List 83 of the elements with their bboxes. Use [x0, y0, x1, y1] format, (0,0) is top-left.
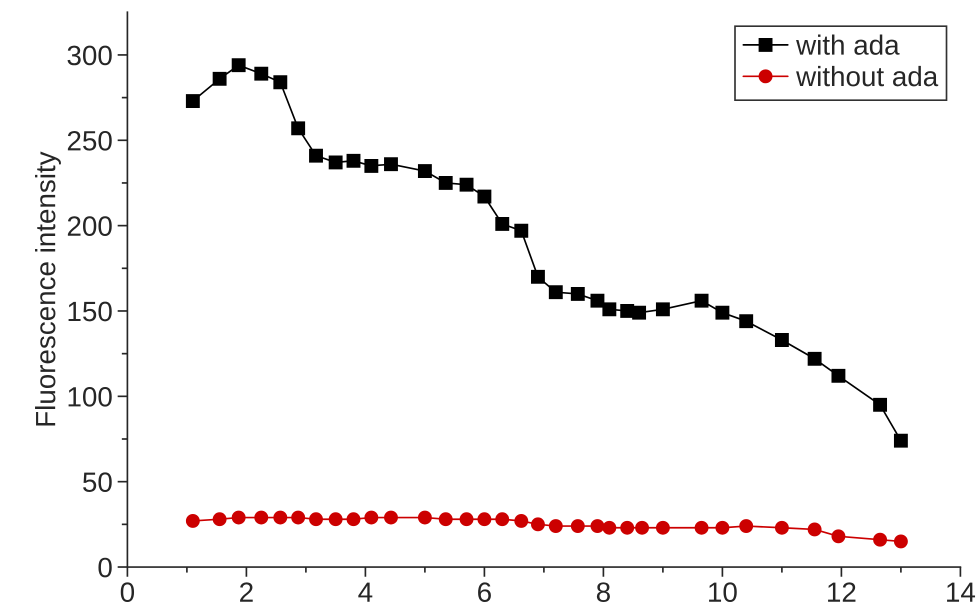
point: [477, 512, 492, 526]
point: [531, 270, 545, 284]
point: [894, 534, 908, 548]
point: [418, 164, 432, 178]
point: [632, 306, 646, 320]
point: [364, 510, 378, 524]
point: [894, 434, 908, 448]
x-tick-label: 6: [478, 582, 491, 602]
y-tick-label: 50: [83, 472, 112, 492]
point: [291, 121, 306, 136]
point: [232, 58, 246, 72]
y-tick-label: 250: [68, 130, 112, 151]
point: [694, 294, 709, 308]
point: [232, 510, 246, 524]
point: [254, 510, 268, 524]
y-tick-label: 100: [68, 386, 112, 407]
point: [254, 66, 268, 81]
point: [186, 94, 200, 108]
point: [715, 520, 730, 535]
point: [418, 510, 432, 524]
point: [328, 156, 343, 170]
point: [531, 517, 545, 532]
point: [346, 512, 360, 526]
x-tick-label: 8: [596, 582, 610, 602]
point: [460, 178, 474, 192]
y-tick-label: 0: [98, 558, 112, 578]
x-tick-label: 12: [828, 582, 856, 602]
point: [273, 510, 288, 524]
point: [212, 512, 227, 526]
point: [739, 314, 754, 328]
point: [514, 514, 528, 528]
point: [694, 520, 709, 535]
point: [460, 512, 474, 526]
point: [548, 285, 563, 300]
point: [808, 522, 822, 536]
point: [328, 512, 343, 526]
y-tick-label: 300: [68, 46, 112, 66]
point: [477, 190, 492, 204]
point: [438, 512, 453, 526]
point: [384, 510, 398, 524]
point: [831, 368, 846, 383]
point: [364, 158, 378, 173]
point: [570, 519, 585, 534]
point: [602, 302, 616, 316]
point: [590, 519, 604, 534]
point: [570, 286, 585, 301]
point: [715, 306, 730, 320]
point: [291, 510, 306, 524]
x-tick-label: 10: [709, 582, 737, 602]
point: [774, 520, 789, 535]
point: [774, 333, 789, 347]
legend-label: without ada: [796, 66, 938, 86]
point: [602, 520, 616, 535]
point: [514, 224, 528, 238]
point: [831, 529, 846, 544]
point: [495, 216, 510, 231]
point: [346, 154, 360, 168]
point: [873, 398, 888, 412]
point: [620, 520, 634, 535]
point: [873, 532, 888, 547]
point: [739, 519, 754, 534]
point: [808, 352, 822, 366]
point: [656, 520, 670, 535]
point: [635, 520, 650, 535]
legend-label: with ada: [796, 34, 900, 55]
x-tick-label: 0: [120, 582, 134, 602]
x-tick-label: 2: [240, 582, 253, 602]
point: [495, 512, 510, 526]
y-tick-label: 200: [68, 216, 112, 236]
point: [309, 148, 323, 163]
y-axis-title: Fluorescence intensity: [35, 152, 61, 426]
point: [590, 294, 604, 308]
x-tick-label: 4: [358, 582, 372, 602]
point: [438, 176, 453, 190]
x-tick-label: 14: [947, 582, 976, 602]
y-tick-label: 150: [68, 302, 112, 322]
point: [273, 75, 288, 90]
point: [656, 302, 670, 316]
point: [186, 514, 200, 528]
point: [384, 157, 398, 172]
point: [212, 72, 227, 86]
point: [548, 519, 563, 534]
point: [309, 512, 323, 526]
